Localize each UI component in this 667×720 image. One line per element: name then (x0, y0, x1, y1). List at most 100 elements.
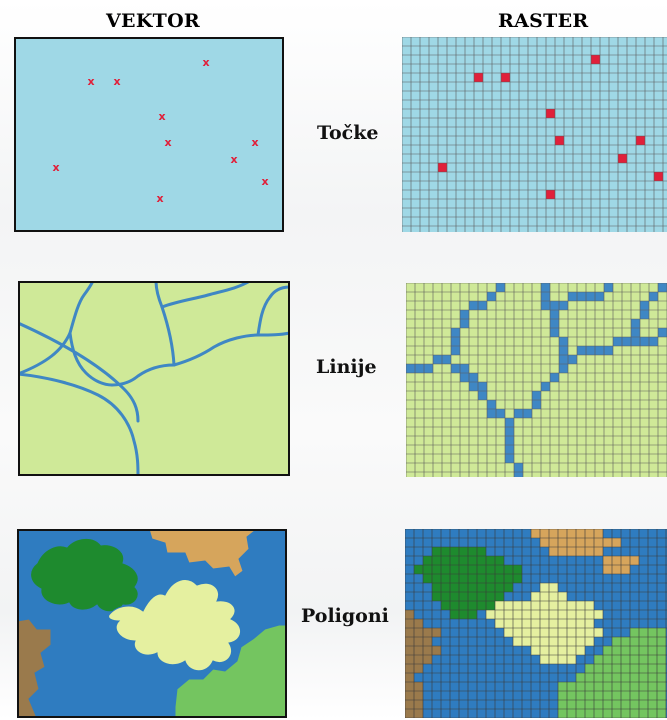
raster-line-cell (550, 319, 559, 328)
raster-lightgreen-cell (558, 691, 567, 700)
raster-lightgreen-cell (630, 646, 639, 655)
raster-lightgreen-cell (657, 646, 666, 655)
raster-line-cell (460, 373, 469, 382)
raster-darkgreen-cell (432, 547, 441, 556)
polygon-brown (18, 618, 52, 717)
raster-darkgreen-cell (468, 583, 477, 592)
raster-lightgreen-cell (639, 664, 648, 673)
raster-tan-cell (594, 547, 603, 556)
raster-brown-cell (423, 628, 432, 637)
line-segment (19, 282, 95, 376)
raster-brown-cell (405, 682, 414, 691)
raster-line-cell (649, 337, 658, 346)
raster-tan-cell (621, 565, 630, 574)
raster-line-cell (505, 436, 514, 445)
row-label-lines: Linije (316, 356, 377, 378)
raster-line-cell (478, 391, 487, 400)
raster-lightgreen-cell (612, 709, 621, 718)
raster-lightgreen-cell (648, 646, 657, 655)
raster-polygons-panel (405, 529, 667, 718)
raster-palegreen-cell (549, 583, 558, 592)
raster-palegreen-cell (540, 583, 549, 592)
raster-darkgreen-cell (468, 547, 477, 556)
raster-lightgreen-cell (630, 637, 639, 646)
raster-brown-cell (432, 646, 441, 655)
raster-line-cell (568, 292, 577, 301)
raster-darkgreen-cell (486, 592, 495, 601)
raster-lightgreen-cell (630, 673, 639, 682)
raster-palegreen-cell (495, 610, 504, 619)
vector-lines-panel (18, 281, 290, 476)
raster-lightgreen-cell (630, 700, 639, 709)
row-label-points: Točke (317, 122, 379, 144)
raster-lightgreen-cell (567, 682, 576, 691)
raster-lightgreen-cell (657, 691, 666, 700)
raster-line-cell (559, 346, 568, 355)
raster-palegreen-cell (549, 601, 558, 610)
raster-palegreen-cell (549, 646, 558, 655)
raster-palegreen-cell (576, 601, 585, 610)
raster-palegreen-cell (558, 592, 567, 601)
raster-palegreen-cell (540, 628, 549, 637)
raster-line-cell (415, 364, 424, 373)
raster-lightgreen-cell (603, 682, 612, 691)
raster-line-cell (595, 346, 604, 355)
raster-palegreen-cell (540, 619, 549, 628)
x-mark-icon: x (156, 192, 163, 205)
raster-brown-cell (423, 637, 432, 646)
x-mark-icon: x (87, 75, 94, 88)
raster-tan-cell (549, 538, 558, 547)
raster-line-cell (460, 364, 469, 373)
raster-line-cell (640, 310, 649, 319)
raster-lightgreen-cell (594, 682, 603, 691)
raster-palegreen-cell (585, 601, 594, 610)
x-mark-icon: x (251, 136, 258, 149)
raster-lightgreen-cell (630, 628, 639, 637)
raster-tan-cell (612, 538, 621, 547)
raster-lightgreen-cell (639, 655, 648, 664)
raster-line-cell (550, 328, 559, 337)
raster-lightgreen-cell (567, 700, 576, 709)
raster-darkgreen-cell (459, 610, 468, 619)
raster-palegreen-cell (504, 628, 513, 637)
raster-darkgreen-cell (486, 574, 495, 583)
raster-points-panel (402, 37, 667, 232)
raster-palegreen-cell (504, 601, 513, 610)
raster-tan-cell (567, 547, 576, 556)
raster-tan-cell (594, 529, 603, 538)
raster-darkgreen-cell (468, 565, 477, 574)
raster-lightgreen-cell (657, 637, 666, 646)
raster-point-cell (438, 163, 447, 172)
raster-lightgreen-cell (648, 682, 657, 691)
raster-tan-cell (576, 547, 585, 556)
raster-line-cell (478, 382, 487, 391)
raster-lightgreen-cell (648, 673, 657, 682)
raster-brown-cell (414, 709, 423, 718)
raster-line-cell (604, 283, 613, 292)
raster-line-cell (406, 364, 415, 373)
raster-tan-cell (585, 547, 594, 556)
raster-tan-cell (540, 538, 549, 547)
raster-darkgreen-cell (441, 601, 450, 610)
raster-palegreen-cell (495, 619, 504, 628)
raster-lightgreen-cell (612, 682, 621, 691)
line-segment (256, 285, 289, 337)
raster-lightgreen-cell (612, 655, 621, 664)
raster-lightgreen-cell (630, 664, 639, 673)
raster-line-cell (496, 409, 505, 418)
raster-brown-cell (405, 646, 414, 655)
raster-lightgreen-cell (603, 709, 612, 718)
raster-darkgreen-cell (450, 547, 459, 556)
raster-brown-cell (414, 664, 423, 673)
raster-darkgreen-cell (477, 565, 486, 574)
raster-brown-cell (432, 628, 441, 637)
raster-palegreen-cell (540, 637, 549, 646)
raster-darkgreen-cell (414, 565, 423, 574)
raster-darkgreen-cell (486, 565, 495, 574)
raster-tan-cell (612, 565, 621, 574)
raster-lightgreen-cell (576, 709, 585, 718)
raster-palegreen-cell (504, 619, 513, 628)
raster-lightgreen-cell (612, 646, 621, 655)
raster-palegreen-cell (558, 628, 567, 637)
raster-lightgreen-cell (657, 673, 666, 682)
